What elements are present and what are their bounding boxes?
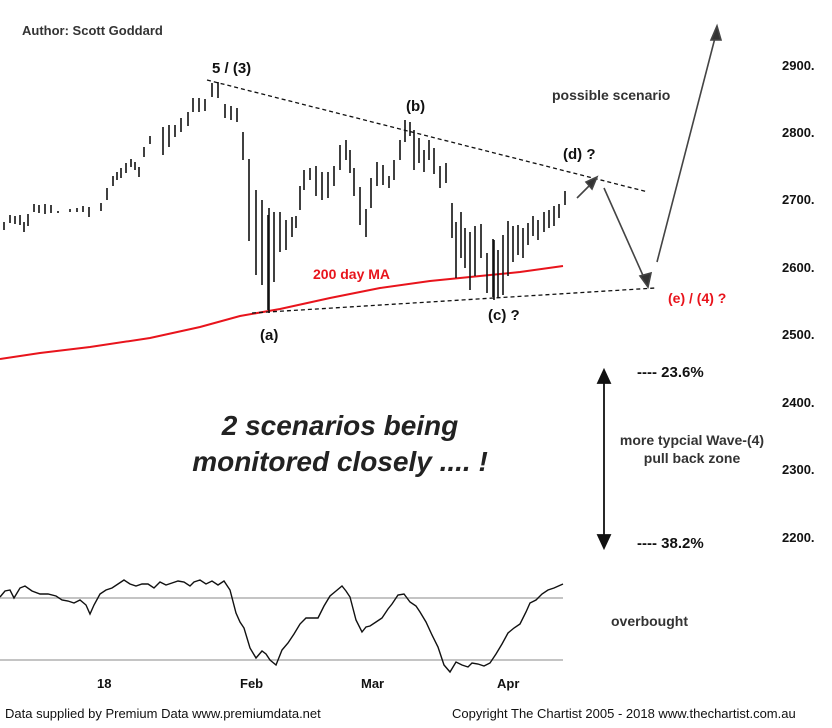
- ma-200-line: [0, 265, 564, 360]
- y-tick-2600: 2600.: [782, 260, 815, 275]
- upper-trendline: [206, 79, 649, 193]
- fib-zone-arrow: [596, 367, 612, 551]
- y-tick-2700: 2700.: [782, 192, 815, 207]
- wave-label-c: (c) ?: [488, 307, 520, 324]
- y-tick-2500: 2500.: [782, 327, 815, 342]
- overbought-label: overbought: [611, 613, 688, 629]
- wave-label-d: (d) ?: [563, 146, 596, 163]
- pullback-zone-label: more typcial Wave-(4) pull back zone: [619, 432, 765, 466]
- y-tick-2900: 2900.: [782, 58, 815, 73]
- x-tick-18: 18: [97, 676, 112, 691]
- possible-scenario-label: possible scenario: [552, 87, 671, 103]
- fib-23-6-label: ---- 23.6%: [637, 364, 704, 381]
- wave-label-a: (a): [260, 327, 279, 344]
- arrow-head-to-e: [638, 271, 653, 289]
- headline-text: 2 scenarios being monitored closely ....…: [192, 410, 488, 477]
- arrow-head-up: [709, 23, 723, 41]
- y-tick-2400: 2400.: [782, 395, 815, 410]
- x-tick-mar: Mar: [361, 676, 385, 691]
- y-tick-2800: 2800.: [782, 125, 815, 140]
- y-tick-2200: 2200.: [782, 530, 815, 545]
- footer-data-source: Data supplied by Premium Data www.premiu…: [5, 706, 321, 721]
- x-tick-feb: Feb: [240, 676, 264, 691]
- footer-copyright: Copyright The Chartist 2005 - 2018 www.t…: [452, 706, 796, 721]
- wave-label-b: (b): [406, 98, 426, 115]
- author-label: Author: Scott Goddard: [22, 23, 163, 38]
- wave-label-e-4: (e) / (4) ?: [668, 290, 727, 306]
- scenario-arrows: [576, 23, 723, 289]
- lower-trendline: [251, 287, 656, 314]
- fib-38-2-label: ---- 38.2%: [637, 535, 704, 552]
- y-tick-2300: 2300.: [782, 462, 815, 477]
- oscillator-line: [0, 579, 564, 674]
- x-tick-apr: Apr: [497, 676, 520, 691]
- ma-200-label: 200 day MA: [313, 266, 391, 282]
- price-bars: [3, 82, 566, 313]
- wave-label-5-3: 5 / (3): [212, 60, 252, 77]
- arrow-head-to-d: [584, 175, 599, 191]
